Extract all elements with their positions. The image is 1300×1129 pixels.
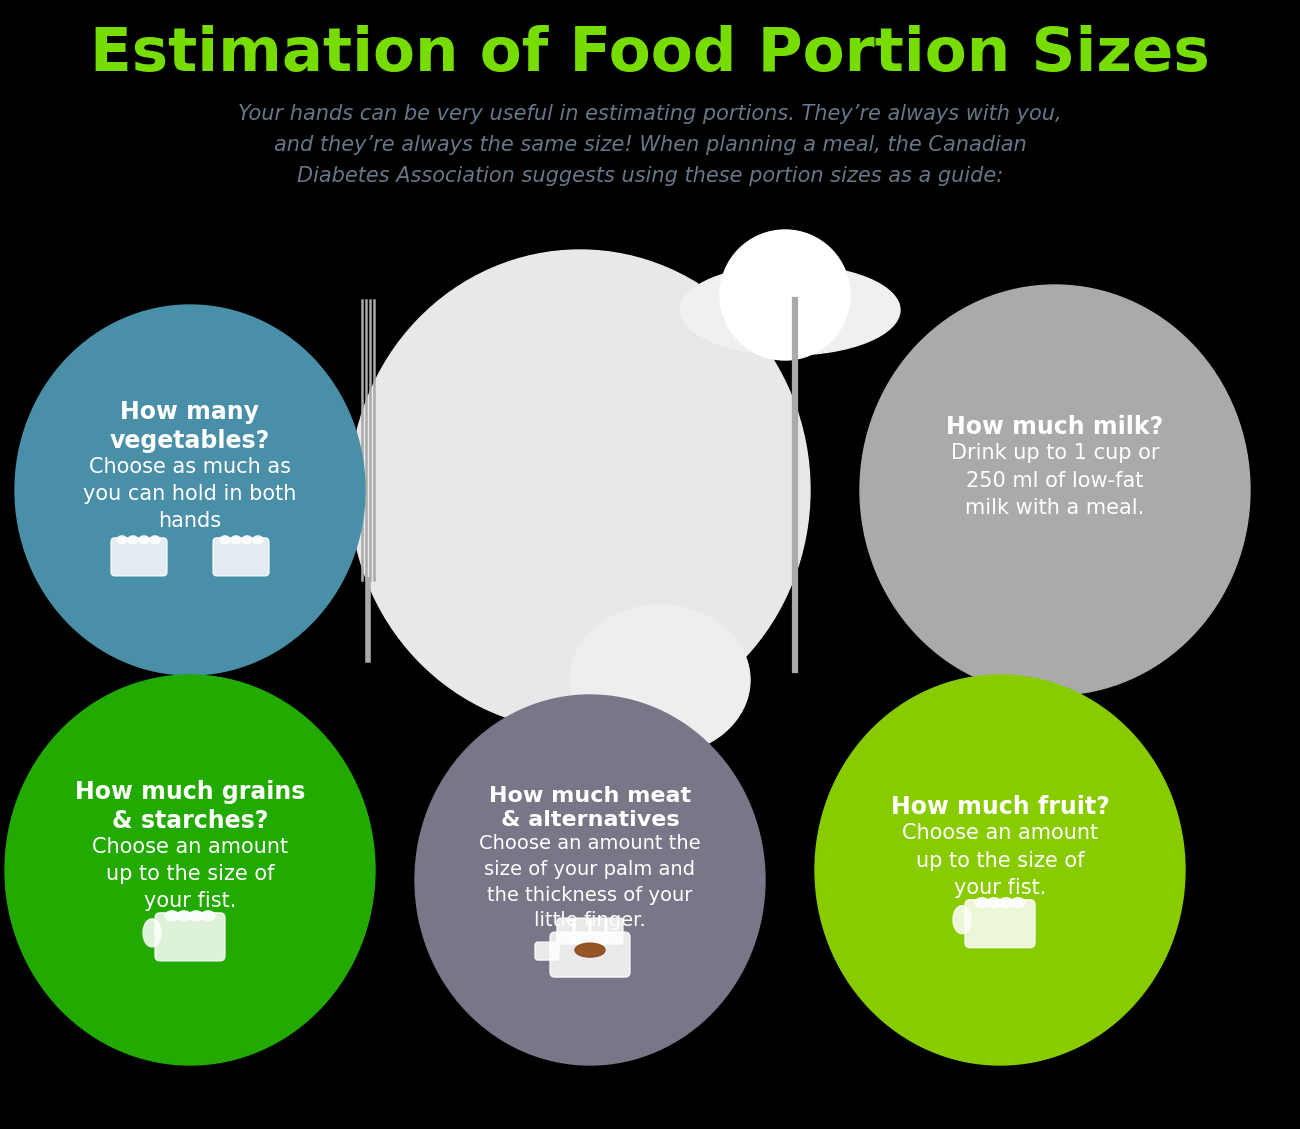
FancyBboxPatch shape <box>550 933 630 977</box>
Ellipse shape <box>242 536 252 544</box>
Ellipse shape <box>861 285 1251 695</box>
Text: How much grains
& starches?: How much grains & starches? <box>75 780 306 833</box>
Ellipse shape <box>987 898 1001 908</box>
Ellipse shape <box>177 911 191 921</box>
FancyBboxPatch shape <box>589 918 607 944</box>
Ellipse shape <box>231 536 240 544</box>
Text: How much fruit?: How much fruit? <box>891 795 1109 819</box>
FancyBboxPatch shape <box>155 913 225 961</box>
Ellipse shape <box>202 911 214 921</box>
Ellipse shape <box>16 305 365 675</box>
Ellipse shape <box>953 905 971 934</box>
FancyBboxPatch shape <box>536 942 559 960</box>
FancyBboxPatch shape <box>604 918 623 944</box>
Ellipse shape <box>680 265 900 355</box>
Ellipse shape <box>188 911 203 921</box>
Text: Drink up to 1 cup or
250 ml of low-fat
milk with a meal.: Drink up to 1 cup or 250 ml of low-fat m… <box>950 444 1160 518</box>
Ellipse shape <box>150 536 160 544</box>
Ellipse shape <box>350 250 810 730</box>
Text: How much milk?: How much milk? <box>946 414 1164 438</box>
Ellipse shape <box>569 605 750 755</box>
Ellipse shape <box>815 675 1186 1065</box>
FancyBboxPatch shape <box>965 900 1035 947</box>
Ellipse shape <box>575 943 604 957</box>
Ellipse shape <box>139 536 150 544</box>
Ellipse shape <box>415 695 764 1065</box>
Text: Choose an amount
up to the size of
your fist.: Choose an amount up to the size of your … <box>902 823 1098 898</box>
Text: Your hands can be very useful in estimating portions. They’re always with you,
a: Your hands can be very useful in estimat… <box>238 104 1062 186</box>
Ellipse shape <box>998 898 1013 908</box>
FancyBboxPatch shape <box>213 537 269 576</box>
Text: Choose an amount
up to the size of
your fist.: Choose an amount up to the size of your … <box>92 837 289 911</box>
Ellipse shape <box>5 675 374 1065</box>
Ellipse shape <box>975 898 989 908</box>
Text: Choose as much as
you can hold in both
hands: Choose as much as you can hold in both h… <box>83 456 296 531</box>
Text: Estimation of Food Portion Sizes: Estimation of Food Portion Sizes <box>90 26 1210 85</box>
Ellipse shape <box>165 911 179 921</box>
Ellipse shape <box>720 230 850 360</box>
Text: Choose an amount the
size of your palm and
the thickness of your
little finger.: Choose an amount the size of your palm a… <box>480 834 701 930</box>
Ellipse shape <box>220 536 230 544</box>
Ellipse shape <box>254 536 263 544</box>
Ellipse shape <box>117 536 127 544</box>
FancyBboxPatch shape <box>556 918 575 944</box>
Text: How much meat
& alternatives: How much meat & alternatives <box>489 786 692 830</box>
Text: How many
vegetables?: How many vegetables? <box>111 400 270 453</box>
Ellipse shape <box>1011 898 1024 908</box>
Ellipse shape <box>143 919 161 947</box>
FancyBboxPatch shape <box>573 918 592 944</box>
FancyBboxPatch shape <box>111 537 166 576</box>
Ellipse shape <box>127 536 138 544</box>
